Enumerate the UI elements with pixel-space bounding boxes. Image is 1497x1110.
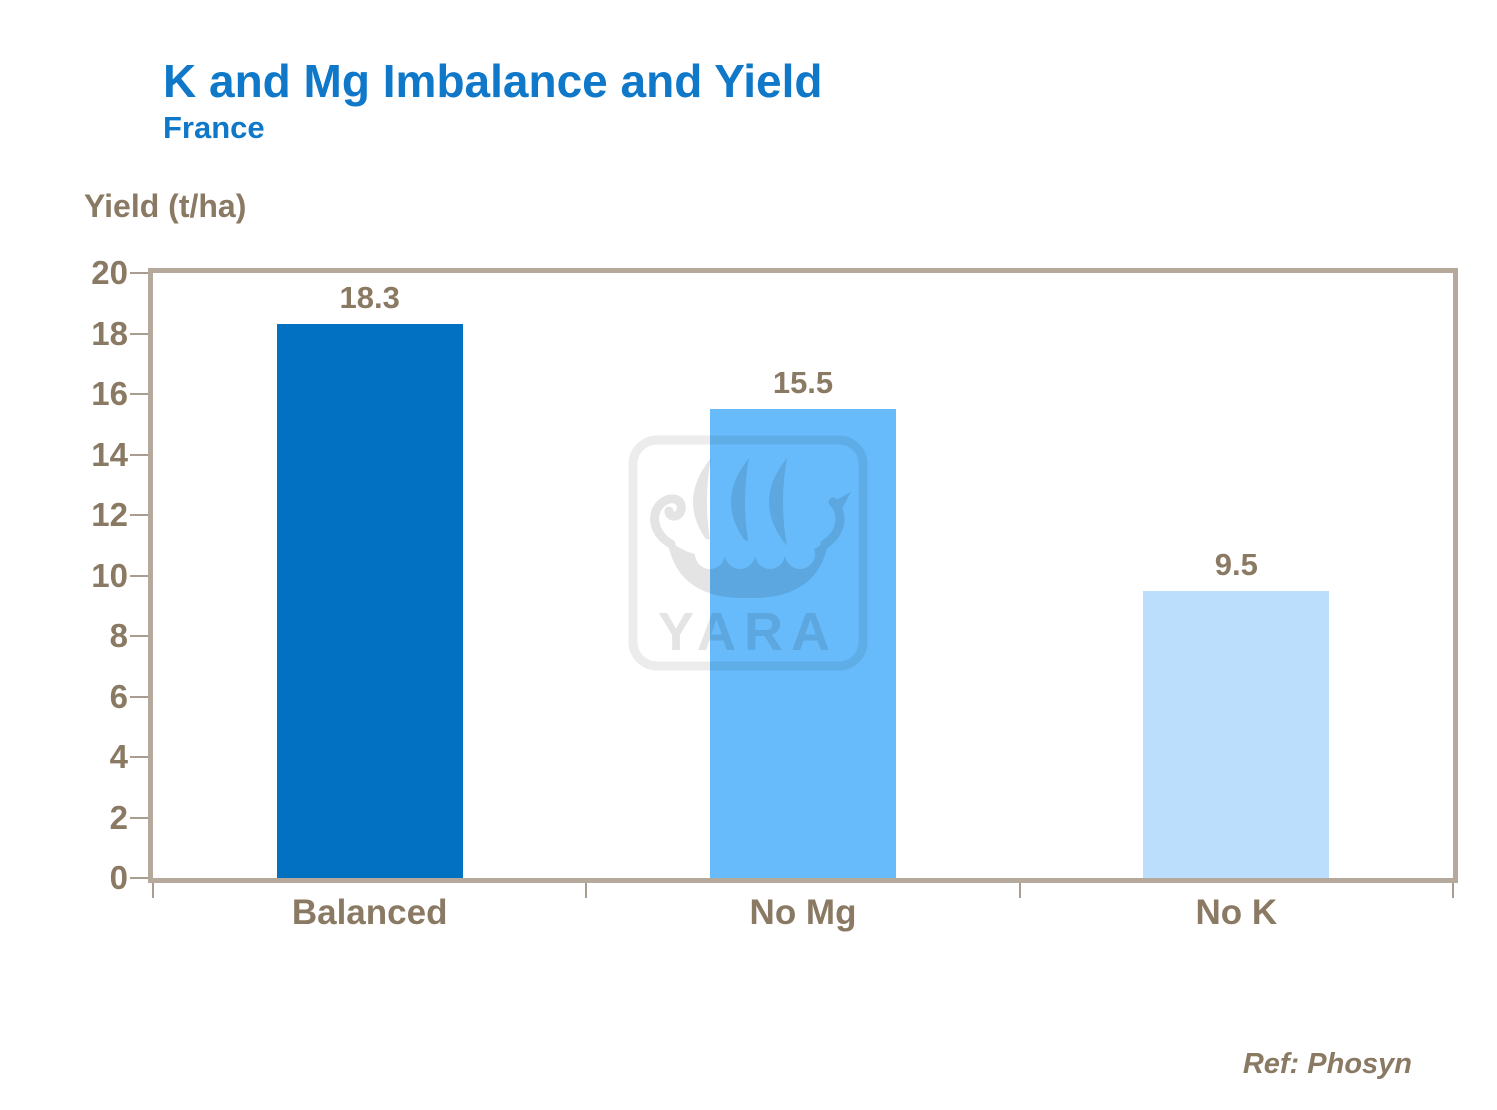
y-axis-tick-mark (130, 393, 148, 395)
plot-area: 18.3 15.5 9.5 (148, 268, 1458, 883)
y-axis-tick-label-4: 4 (109, 738, 128, 775)
y-axis-tick-mark (130, 695, 148, 698)
chart-subtitle: France (163, 110, 265, 145)
x-axis-tick-marks (152, 883, 1454, 898)
y-axis-tick-label-6: 6 (109, 677, 128, 715)
y-axis-tick-label-14: 14 (91, 435, 128, 473)
x-axis-tick-mark (1452, 883, 1454, 898)
y-axis-tick-label-20: 20 (91, 254, 128, 291)
y-axis-tick-mark (130, 332, 148, 335)
x-category-label-no-k: No K (1195, 893, 1278, 932)
bar-value-label-no-mg: 15.5 (772, 365, 834, 401)
y-axis-tick-mark (130, 453, 148, 456)
bar-no-mg (710, 409, 896, 878)
x-axis-tick-mark (1018, 883, 1021, 898)
y-axis-tick-mark (130, 272, 148, 274)
reference-note: Ref: Phosyn (1242, 1048, 1412, 1080)
x-axis-tick-mark (585, 883, 588, 898)
bar-balanced (276, 324, 463, 878)
y-axis-title: Yield (t/ha) (84, 188, 247, 224)
y-axis-tick-mark (130, 514, 148, 516)
bar-value-label-balanced: 18.3 (339, 280, 400, 316)
y-axis-tick-marks (130, 272, 148, 879)
y-axis-tick-mark (130, 635, 148, 637)
y-axis-tick-mark (130, 877, 148, 879)
y-axis-tick-label-10: 10 (91, 556, 128, 594)
y-axis-tick-label-16: 16 (91, 375, 128, 412)
bar-no-k (1143, 590, 1330, 878)
x-category-label-balanced: Balanced (291, 893, 448, 932)
y-axis-tick-label-0: 0 (109, 859, 128, 896)
x-category-labels: Balanced No Mg No K (153, 893, 1453, 938)
y-axis-tick-label-8: 8 (109, 617, 128, 654)
y-axis-tick-label-2: 2 (109, 798, 128, 836)
y-axis-tick-mark (130, 574, 148, 577)
y-axis-tick-label-18: 18 (91, 314, 128, 352)
y-axis-labels: 20 18 16 14 12 10 8 6 4 2 0 (0, 254, 128, 896)
x-category-label-no-mg: No Mg (749, 893, 857, 932)
y-axis-tick-label-12: 12 (91, 496, 128, 533)
y-axis-tick-mark (130, 816, 148, 819)
chart-title: K and Mg Imbalance and Yield (163, 55, 823, 107)
y-axis-tick-mark (130, 756, 148, 758)
bar-value-label-no-k: 9.5 (1214, 546, 1258, 582)
x-axis-tick-mark (152, 883, 154, 898)
